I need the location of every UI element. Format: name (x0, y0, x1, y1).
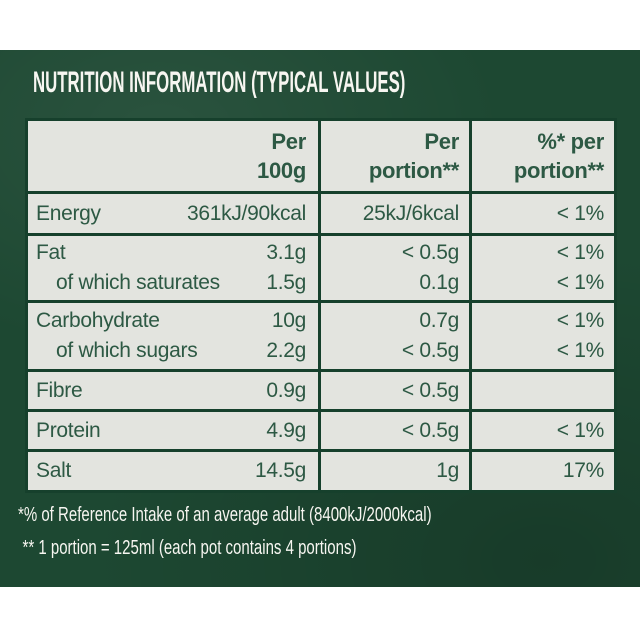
per-100g-value: 10g (271, 309, 306, 332)
per-portion-value: 0.1g (419, 271, 459, 294)
per-portion-value: 1g (436, 459, 459, 482)
footnote-reference-intake: *% of Reference Intake of an average adu… (18, 504, 432, 526)
pct-value: < 1% (556, 201, 605, 225)
pct-value: 17% (562, 459, 604, 482)
cell-nutrient: Salt 14.5g (28, 452, 318, 490)
per-portion-value: < 0.5g (401, 418, 459, 442)
header-line: Per (271, 129, 306, 154)
cell-pct: < 1% (472, 412, 614, 449)
header-line: portion** (368, 158, 459, 183)
per-portion-value: 25kJ/6kcal (362, 201, 460, 225)
nutrient-label: Protein (36, 418, 101, 442)
cell-pct: < 1% < 1% (472, 303, 614, 369)
cell-pct: 17% (472, 452, 614, 490)
per-100g-value: 2.2g (266, 339, 306, 362)
panel-title: NUTRITION INFORMATION (TYPICAL VALUES) (33, 66, 406, 99)
per-100g-value: 361kJ/90kcal (187, 201, 306, 225)
cell-nutrient: Carbohydrate 10g of which sugars 2.2g (28, 303, 318, 369)
per-100g-value: 3.1g (266, 241, 306, 264)
per-100g-value: 0.9g (266, 378, 306, 402)
nutrient-sublabel: of which saturates (56, 271, 220, 294)
cell-nutrient: Protein 4.9g (28, 412, 318, 449)
nutrient-label: Fibre (36, 378, 83, 402)
per-portion-value: < 0.5g (401, 378, 459, 402)
per-100g-value: 4.9g (266, 418, 306, 442)
header-per-100g: Per 100g (28, 121, 318, 191)
pct-value: < 1% (556, 339, 605, 362)
cell-pct (472, 372, 614, 409)
pct-value: < 1% (556, 241, 605, 264)
nutrient-label: Carbohydrate (36, 309, 160, 332)
pct-value: < 1% (556, 271, 605, 294)
cell-pct: < 1% < 1% (472, 236, 614, 300)
cell-per-portion: 25kJ/6kcal (321, 194, 469, 233)
cell-nutrient: Fibre 0.9g (28, 372, 318, 409)
nutrient-label: Salt (36, 459, 71, 482)
cell-per-portion: < 0.5g 0.1g (321, 236, 469, 300)
header-line: portion** (513, 158, 604, 183)
header-per-portion: Per portion** (321, 121, 469, 191)
per-100g-value: 14.5g (254, 459, 306, 482)
cell-per-portion: 0.7g < 0.5g (321, 303, 469, 369)
nutrient-label: Energy (36, 201, 101, 225)
header-line: %* per (537, 129, 604, 154)
per-portion-value: < 0.5g (401, 339, 459, 362)
header-pct-per-portion: %* per portion** (472, 121, 614, 191)
cell-nutrient: Energy 361kJ/90kcal (28, 194, 318, 233)
per-portion-value: < 0.5g (401, 241, 459, 264)
per-portion-value: 0.7g (419, 309, 459, 332)
cell-nutrient: Fat 3.1g of which saturates 1.5g (28, 236, 318, 300)
cell-per-portion: < 0.5g (321, 372, 469, 409)
per-100g-value: 1.5g (266, 271, 306, 294)
nutrient-label: Fat (36, 241, 66, 264)
cell-pct: < 1% (472, 194, 614, 233)
footnote-portion-size: ** 1 portion = 125ml (each pot contains … (22, 537, 357, 559)
nutrition-table: Per 100g Per portion** %* per portion** … (25, 118, 617, 493)
footnotes: *% of Reference Intake of an average adu… (18, 499, 569, 565)
pct-value: < 1% (556, 418, 605, 442)
nutrition-panel: NUTRITION INFORMATION (TYPICAL VALUES) P… (0, 50, 640, 587)
pct-value: < 1% (556, 309, 605, 332)
cell-per-portion: 1g (321, 452, 469, 490)
header-line: Per (424, 129, 459, 154)
nutrient-sublabel: of which sugars (56, 339, 198, 362)
cell-per-portion: < 0.5g (321, 412, 469, 449)
header-line: 100g (257, 158, 306, 183)
